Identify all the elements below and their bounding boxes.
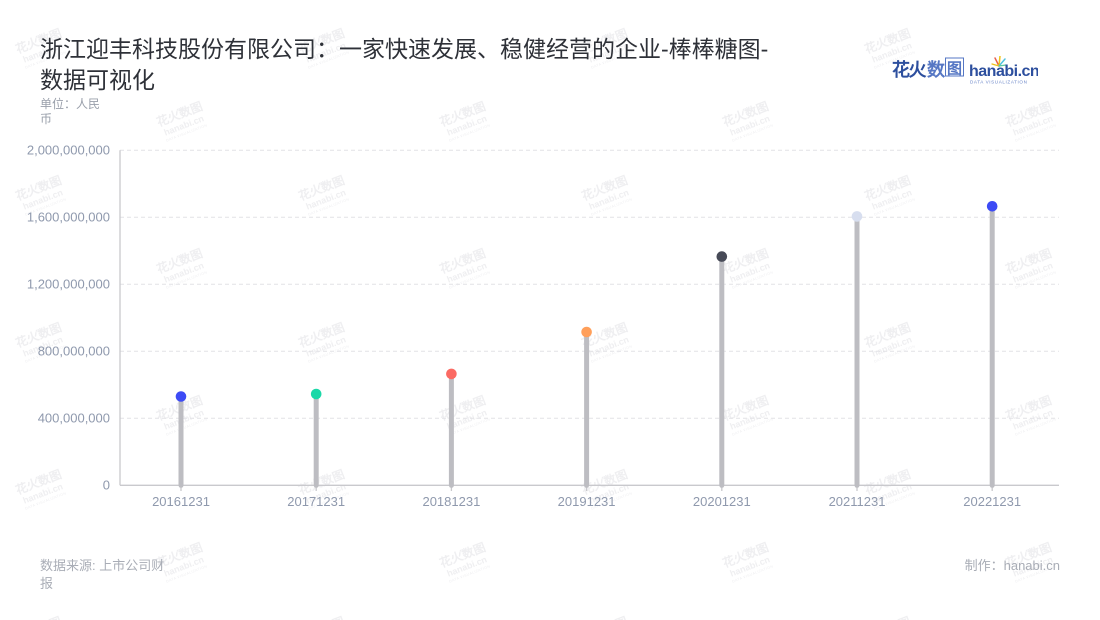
svg-text:400,000,000: 400,000,000 [38, 411, 110, 426]
svg-text:1,200,000,000: 1,200,000,000 [27, 277, 110, 292]
svg-text:2,000,000,000: 2,000,000,000 [27, 143, 110, 158]
svg-text:数: 数 [927, 59, 946, 80]
svg-text:20161231: 20161231 [152, 494, 210, 509]
svg-text:20221231: 20221231 [963, 494, 1021, 509]
svg-text:1,600,000,000: 1,600,000,000 [27, 210, 110, 225]
svg-text:20201231: 20201231 [693, 494, 751, 509]
svg-text:20191231: 20191231 [558, 494, 616, 509]
svg-text:0: 0 [103, 478, 110, 493]
svg-text:20181231: 20181231 [422, 494, 480, 509]
svg-text:800,000,000: 800,000,000 [38, 344, 110, 359]
svg-text:花火: 花火 [892, 59, 927, 80]
svg-text:20211231: 20211231 [829, 494, 886, 509]
svg-text:DATA VISUALIZATION: DATA VISUALIZATION [970, 80, 1028, 85]
svg-text:hanabi.cn: hanabi.cn [969, 63, 1038, 80]
svg-text:图: 图 [947, 61, 962, 78]
svg-text:20171231: 20171231 [287, 494, 345, 509]
